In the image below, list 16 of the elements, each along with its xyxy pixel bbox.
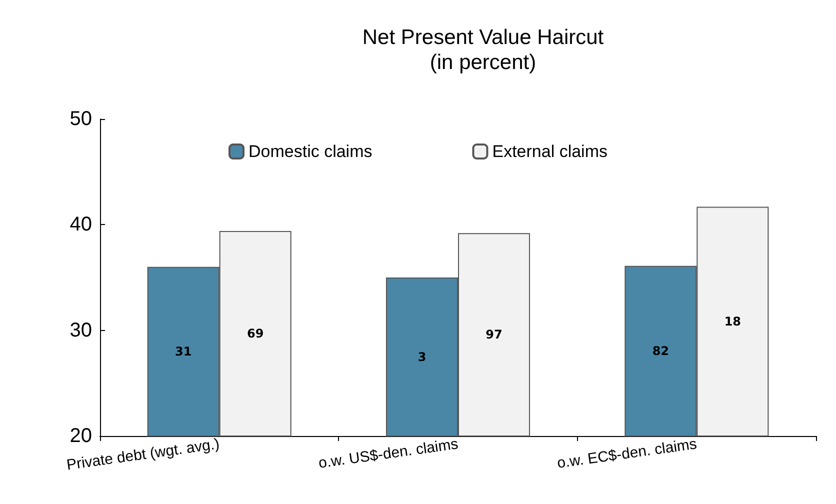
x-tick-label: o.w. EC$-den. claims [556, 436, 698, 472]
chart-title: Net Present Value Haircut [362, 26, 604, 49]
y-tick-label: 30 [70, 319, 92, 342]
y-tick-label: 50 [70, 108, 92, 130]
annotation: 69 [246, 326, 264, 341]
annotation: 82 [652, 344, 670, 358]
chart-subtitle: (in percent) [430, 51, 536, 74]
y-tick-label: 20 [70, 425, 92, 447]
legend-label: External claims [492, 142, 608, 161]
annotation: 97 [486, 328, 502, 342]
annotation: 3 [418, 350, 426, 364]
legend-label: Domestic claims [248, 142, 372, 161]
annotation: 31 [174, 344, 192, 358]
x-tick-label: o.w. US$-den. claims [317, 436, 460, 472]
annotation: 18 [724, 314, 742, 328]
y-tick-label: 40 [70, 214, 92, 236]
